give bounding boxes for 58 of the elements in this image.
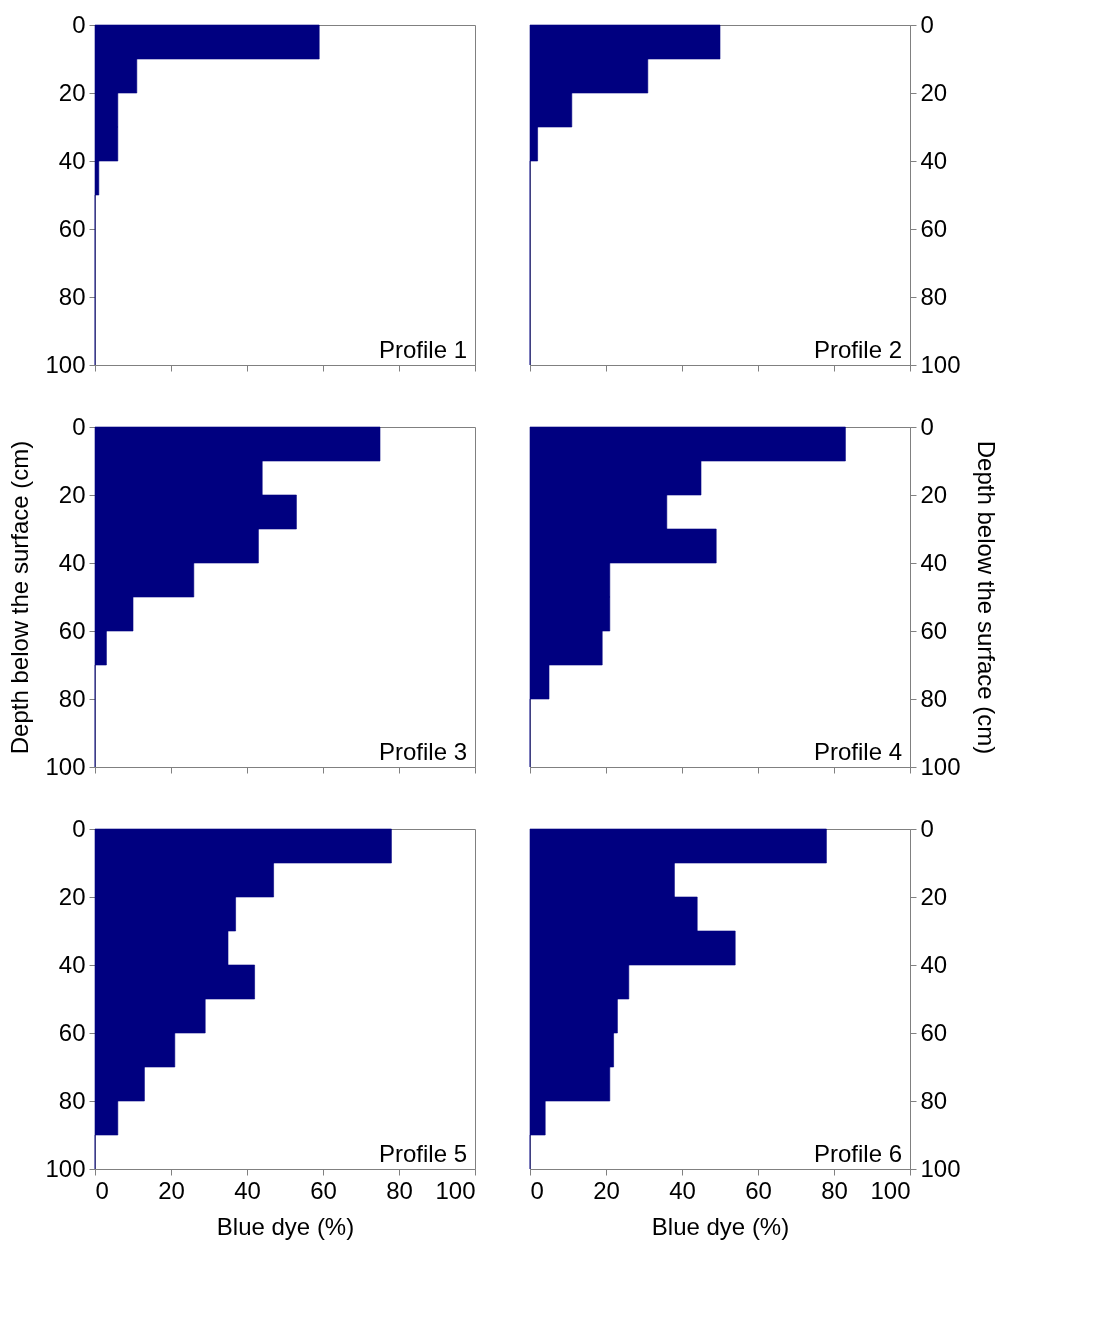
x-tick-label: 80 xyxy=(386,1176,413,1204)
y-tick-label: 0 xyxy=(920,412,934,440)
x-tick-label: 100 xyxy=(435,1176,476,1204)
x-axis-title: Blue dye (%) xyxy=(651,1212,790,1240)
y-tick-label: 60 xyxy=(920,214,948,242)
y-tick-label: 100 xyxy=(920,350,961,378)
x-tick-label: 0 xyxy=(95,1176,109,1204)
x-tick-label: 100 xyxy=(870,1176,911,1204)
y-tick-label: 20 xyxy=(58,480,86,508)
x-tick-label: 40 xyxy=(669,1176,696,1204)
y-tick-label: 60 xyxy=(58,616,86,644)
x-tick-label: 20 xyxy=(158,1176,185,1204)
y-tick-label: 100 xyxy=(45,1154,86,1182)
y-axis-title: Depth below the surface (cm) xyxy=(6,440,34,755)
y-tick-label: 0 xyxy=(72,10,86,38)
y-tick-label: 60 xyxy=(58,1018,86,1046)
annotation: Profile 1 xyxy=(378,336,467,363)
y-tick-label: 60 xyxy=(58,214,86,242)
y-tick-label: 0 xyxy=(920,814,934,842)
x-axis-title: Blue dye (%) xyxy=(216,1212,355,1240)
y-tick-label: 60 xyxy=(920,1018,948,1046)
annotation: Profile 2 xyxy=(813,336,902,363)
annotation: Profile 3 xyxy=(378,738,467,765)
y-tick-label: 0 xyxy=(920,10,934,38)
y-tick-label: 80 xyxy=(58,684,86,712)
y-tick-label: 60 xyxy=(920,616,948,644)
y-tick-label: 80 xyxy=(920,282,948,310)
annotation: Profile 6 xyxy=(813,1140,902,1167)
x-tick-label: 60 xyxy=(745,1176,772,1204)
x-tick-label: 40 xyxy=(234,1176,261,1204)
y-tick-label: 80 xyxy=(58,1086,86,1114)
y-tick-label: 40 xyxy=(58,146,86,174)
y-tick-label: 80 xyxy=(920,1086,948,1114)
y-axis-title: Depth below the surface (cm) xyxy=(972,440,1000,755)
y-tick-label: 20 xyxy=(920,78,948,106)
y-tick-label: 100 xyxy=(45,350,86,378)
x-tick-label: 20 xyxy=(593,1176,620,1204)
y-tick-label: 0 xyxy=(72,814,86,842)
y-tick-label: 100 xyxy=(920,752,961,780)
y-tick-label: 20 xyxy=(920,480,948,508)
annotation: Profile 4 xyxy=(813,738,902,765)
y-tick-label: 0 xyxy=(72,412,86,440)
x-tick-label: 80 xyxy=(821,1176,848,1204)
y-tick-label: 20 xyxy=(58,78,86,106)
x-tick-label: 0 xyxy=(530,1176,544,1204)
y-tick-label: 40 xyxy=(58,548,86,576)
y-tick-label: 20 xyxy=(58,882,86,910)
annotation: Profile 5 xyxy=(378,1140,467,1167)
x-tick-label: 60 xyxy=(310,1176,337,1204)
y-tick-label: 40 xyxy=(920,146,948,174)
y-tick-label: 40 xyxy=(920,548,948,576)
y-tick-label: 80 xyxy=(58,282,86,310)
y-tick-label: 20 xyxy=(920,882,948,910)
y-tick-label: 40 xyxy=(58,950,86,978)
y-tick-label: 100 xyxy=(45,752,86,780)
y-tick-label: 40 xyxy=(920,950,948,978)
y-tick-label: 100 xyxy=(920,1154,961,1182)
y-tick-label: 80 xyxy=(920,684,948,712)
